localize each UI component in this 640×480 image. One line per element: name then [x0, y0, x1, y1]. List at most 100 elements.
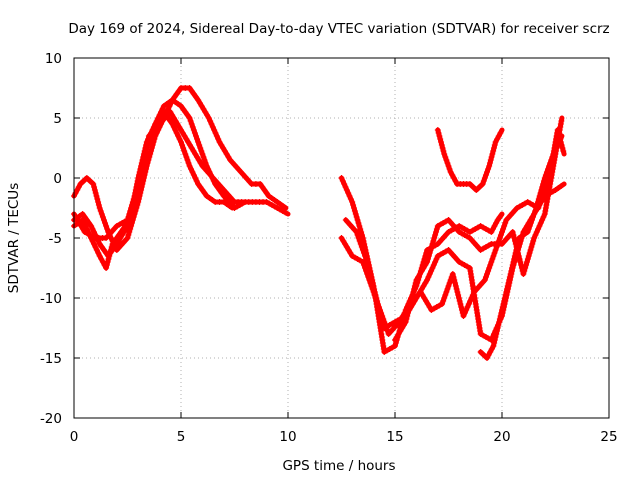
data-point-segment-3 — [181, 148, 188, 154]
data-point-segment-3 — [93, 247, 100, 253]
data-point-segment-7 — [500, 226, 507, 232]
data-point-segment-2 — [197, 145, 204, 151]
data-point-segment-8 — [411, 283, 418, 289]
y-tick-label: -20 — [40, 411, 62, 427]
data-point-segment-8 — [556, 130, 563, 136]
data-point-segment-6 — [432, 259, 439, 265]
data-point-segment-3 — [183, 154, 190, 160]
data-point-segment-7 — [372, 292, 379, 298]
data-point-segment-9 — [437, 136, 444, 142]
data-point-segment-3 — [106, 253, 113, 259]
data-point-segment-7 — [485, 268, 492, 274]
data-point-segment-8 — [433, 226, 440, 232]
data-point-segment-8 — [549, 169, 556, 175]
data-point-segment-5 — [353, 214, 360, 220]
data-point-segment-3 — [103, 262, 110, 268]
data-point-segment-7 — [440, 298, 447, 304]
data-point-segment-10 — [553, 145, 560, 151]
data-point-segment-10 — [490, 343, 497, 349]
data-point-segment-9 — [487, 157, 494, 163]
data-point-segment-7 — [486, 265, 493, 271]
data-point-segment-5 — [342, 184, 349, 190]
data-point-segment-9 — [443, 157, 450, 163]
data-point-segment-8 — [532, 232, 539, 238]
data-point-segment-8 — [542, 205, 549, 211]
data-point-segment-4 — [135, 178, 142, 184]
data-point-segment-2 — [90, 229, 97, 235]
data-point-segment-5 — [351, 208, 358, 214]
data-point-segment-7 — [559, 145, 566, 151]
data-point-segment-4 — [138, 166, 145, 172]
data-point-segment-7 — [469, 292, 476, 298]
data-point-segment-7 — [452, 280, 459, 286]
data-point-segment-5 — [347, 196, 354, 202]
data-point-segment-8 — [536, 223, 543, 229]
data-point-segment-7 — [369, 280, 376, 286]
data-point-segment-8 — [548, 172, 555, 178]
data-point-segment-10 — [501, 295, 508, 301]
data-point-segment-7 — [365, 265, 372, 271]
data-point-segment-3 — [226, 203, 233, 209]
data-point-segment-7 — [368, 274, 375, 280]
data-point-segment-4 — [238, 199, 245, 205]
data-point-segment-8 — [529, 241, 536, 247]
data-point-segment-3 — [170, 124, 177, 130]
data-point-segment-10 — [551, 148, 558, 154]
data-point-segment-7 — [364, 262, 371, 268]
data-point-segment-1 — [102, 220, 109, 226]
data-point-segment-7 — [368, 277, 375, 283]
data-point-segment-7 — [446, 280, 453, 286]
data-point-segment-7 — [502, 220, 509, 226]
data-point-segment-9 — [479, 181, 486, 187]
data-point-segment-3 — [186, 163, 193, 169]
data-point-segment-7 — [375, 304, 382, 310]
data-point-segment-1 — [77, 181, 84, 187]
data-point-segment-7 — [384, 328, 391, 334]
data-point-segment-8 — [425, 253, 432, 259]
data-point-segment-5 — [350, 205, 357, 211]
data-point-segment-3 — [107, 247, 114, 253]
data-point-segment-8 — [516, 256, 523, 262]
data-point-segment-8 — [539, 217, 546, 223]
x-tick-label: 15 — [386, 429, 403, 445]
data-point-segment-8 — [531, 235, 538, 241]
data-point-segment-10 — [494, 328, 501, 334]
data-point-segment-7 — [379, 313, 386, 319]
data-point-segment-4 — [137, 172, 144, 178]
data-point-segment-8 — [412, 280, 419, 286]
data-point-segment-8 — [432, 232, 439, 238]
data-point-segment-1 — [91, 184, 98, 190]
data-point-segment-7 — [488, 259, 495, 265]
data-point-segment-4 — [139, 163, 146, 169]
data-point-segment-7 — [377, 307, 384, 313]
data-point-segment-8 — [402, 319, 409, 325]
data-point-segment-4 — [132, 190, 139, 196]
data-point-segment-1 — [209, 124, 216, 130]
data-point-segment-5 — [343, 187, 350, 193]
data-point-segment-1 — [205, 115, 212, 121]
data-point-segment-9 — [466, 181, 473, 187]
data-point-segment-8 — [509, 229, 516, 235]
data-point-segment-7 — [364, 259, 371, 265]
data-point-segment-3 — [92, 244, 99, 250]
data-point-segment-1 — [96, 205, 103, 211]
data-point-segment-2 — [199, 151, 206, 157]
data-point-segment-9 — [489, 151, 496, 157]
data-point-segment-7 — [456, 298, 463, 304]
data-point-segment-1 — [211, 127, 218, 133]
data-point-segment-8 — [424, 256, 431, 262]
data-point-segment-10 — [547, 160, 554, 166]
data-point-segment-6 — [430, 262, 437, 268]
data-point-segment-9 — [486, 163, 493, 169]
data-point-segment-1 — [90, 181, 97, 187]
data-point-segment-2 — [189, 124, 196, 130]
data-point-segment-1 — [93, 193, 100, 199]
data-point-segment-7 — [451, 277, 458, 283]
data-point-segment-7 — [374, 298, 381, 304]
data-point-segment-4 — [141, 151, 148, 157]
data-point-segment-8 — [523, 259, 530, 265]
data-point-segment-8 — [522, 265, 529, 271]
data-point-segment-7 — [463, 307, 470, 313]
data-point-segment-5 — [352, 211, 359, 217]
data-point-segment-10 — [493, 331, 500, 337]
